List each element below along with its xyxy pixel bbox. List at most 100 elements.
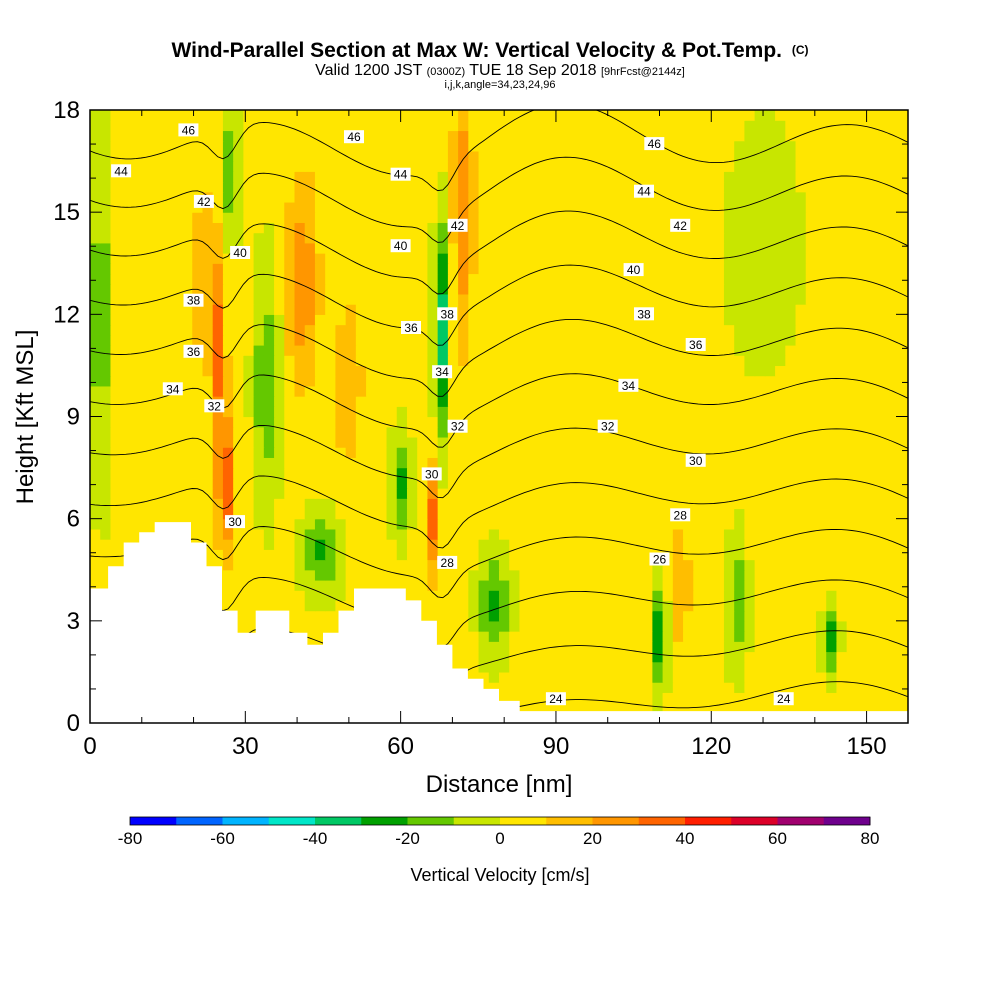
velocity-cell xyxy=(887,140,899,152)
velocity-cell xyxy=(110,150,122,162)
velocity-cell xyxy=(642,559,653,571)
velocity-cell xyxy=(294,426,306,438)
velocity-cell xyxy=(693,539,705,550)
velocity-cell xyxy=(406,171,418,183)
velocity-cell xyxy=(723,355,735,367)
velocity-cell xyxy=(846,702,858,714)
velocity-cell xyxy=(274,477,285,489)
velocity-cell xyxy=(856,702,868,714)
velocity-cell xyxy=(110,232,122,244)
velocity-cell xyxy=(100,201,112,213)
velocity-cell xyxy=(826,447,838,458)
velocity-cell xyxy=(233,600,244,612)
velocity-cell xyxy=(437,569,449,581)
velocity-cell xyxy=(345,528,357,540)
velocity-cell xyxy=(529,385,541,397)
velocity-cell xyxy=(478,682,490,693)
velocity-cell xyxy=(815,590,827,601)
velocity-cell xyxy=(509,385,521,397)
velocity-cell xyxy=(437,590,449,601)
colorbar-tick-label: 20 xyxy=(583,829,602,848)
velocity-cell xyxy=(406,488,418,499)
velocity-cell xyxy=(539,457,551,469)
velocity-cell xyxy=(887,201,899,213)
velocity-cell xyxy=(570,508,582,520)
velocity-cell xyxy=(764,590,776,601)
velocity-cell xyxy=(222,467,234,479)
velocity-cell xyxy=(683,559,694,571)
velocity-cell xyxy=(233,171,244,183)
velocity-cell xyxy=(253,253,265,264)
velocity-cell xyxy=(693,406,705,418)
velocity-cell xyxy=(826,620,838,632)
velocity-cell xyxy=(294,457,306,469)
velocity-cell xyxy=(662,130,674,142)
velocity-cell xyxy=(693,508,705,520)
velocity-cell xyxy=(233,283,244,295)
velocity-cell xyxy=(366,253,377,264)
velocity-cell xyxy=(386,283,398,295)
velocity-cell xyxy=(601,365,613,377)
velocity-cell xyxy=(887,477,899,489)
velocity-cell xyxy=(550,304,561,315)
velocity-cell xyxy=(427,201,439,213)
velocity-cell xyxy=(764,651,776,663)
velocity-cell xyxy=(284,477,296,489)
velocity-cell xyxy=(887,447,899,458)
velocity-cell xyxy=(631,610,643,622)
velocity-cell xyxy=(621,396,633,407)
velocity-cell xyxy=(90,191,101,203)
velocity-cell xyxy=(335,355,347,367)
velocity-cell xyxy=(100,242,112,254)
velocity-cell xyxy=(713,140,725,152)
velocity-cell xyxy=(478,641,490,653)
velocity-cell xyxy=(284,447,296,458)
isentrope-32 xyxy=(90,475,908,549)
velocity-cell xyxy=(274,416,285,428)
velocity-cell xyxy=(386,355,398,367)
velocity-cell xyxy=(304,508,316,520)
velocity-cell xyxy=(447,232,459,244)
velocity-cell xyxy=(488,171,500,183)
velocity-cell xyxy=(263,508,275,520)
velocity-cell xyxy=(805,518,817,530)
velocity-cell xyxy=(335,385,347,397)
velocity-cell xyxy=(539,396,551,407)
velocity-cell xyxy=(182,232,193,244)
velocity-cell xyxy=(775,161,786,172)
velocity-cell xyxy=(775,110,786,121)
velocity-cell xyxy=(785,150,797,162)
velocity-cell xyxy=(171,447,183,458)
velocity-cell xyxy=(734,549,746,561)
velocity-cell xyxy=(672,273,684,285)
velocity-cell xyxy=(795,651,807,663)
colorbar-tick-label: -80 xyxy=(118,829,143,848)
velocity-cell xyxy=(580,692,592,704)
velocity-cell xyxy=(233,161,244,172)
velocity-cell xyxy=(90,477,101,489)
velocity-cell xyxy=(775,569,786,581)
velocity-cell xyxy=(406,304,418,315)
velocity-cell xyxy=(141,467,152,479)
velocity-cell xyxy=(785,334,797,346)
velocity-cell xyxy=(560,344,572,356)
velocity-cell xyxy=(601,385,613,397)
velocity-cell xyxy=(325,477,336,489)
velocity-cell xyxy=(897,396,908,407)
velocity-cell xyxy=(130,457,142,469)
velocity-cell xyxy=(130,293,142,305)
isentrope-42 xyxy=(90,210,908,295)
velocity-cell xyxy=(468,263,480,275)
velocity-cell xyxy=(243,201,255,213)
velocity-cell xyxy=(141,171,152,183)
velocity-cell xyxy=(631,242,643,254)
velocity-cell xyxy=(335,375,347,387)
velocity-cell xyxy=(877,651,889,663)
velocity-cell xyxy=(212,467,224,479)
velocity-cell xyxy=(591,110,602,121)
velocity-cell xyxy=(703,140,715,152)
velocity-cell xyxy=(560,110,572,121)
velocity-cell xyxy=(631,344,643,356)
velocity-cell xyxy=(274,569,285,581)
velocity-cell xyxy=(580,181,592,193)
